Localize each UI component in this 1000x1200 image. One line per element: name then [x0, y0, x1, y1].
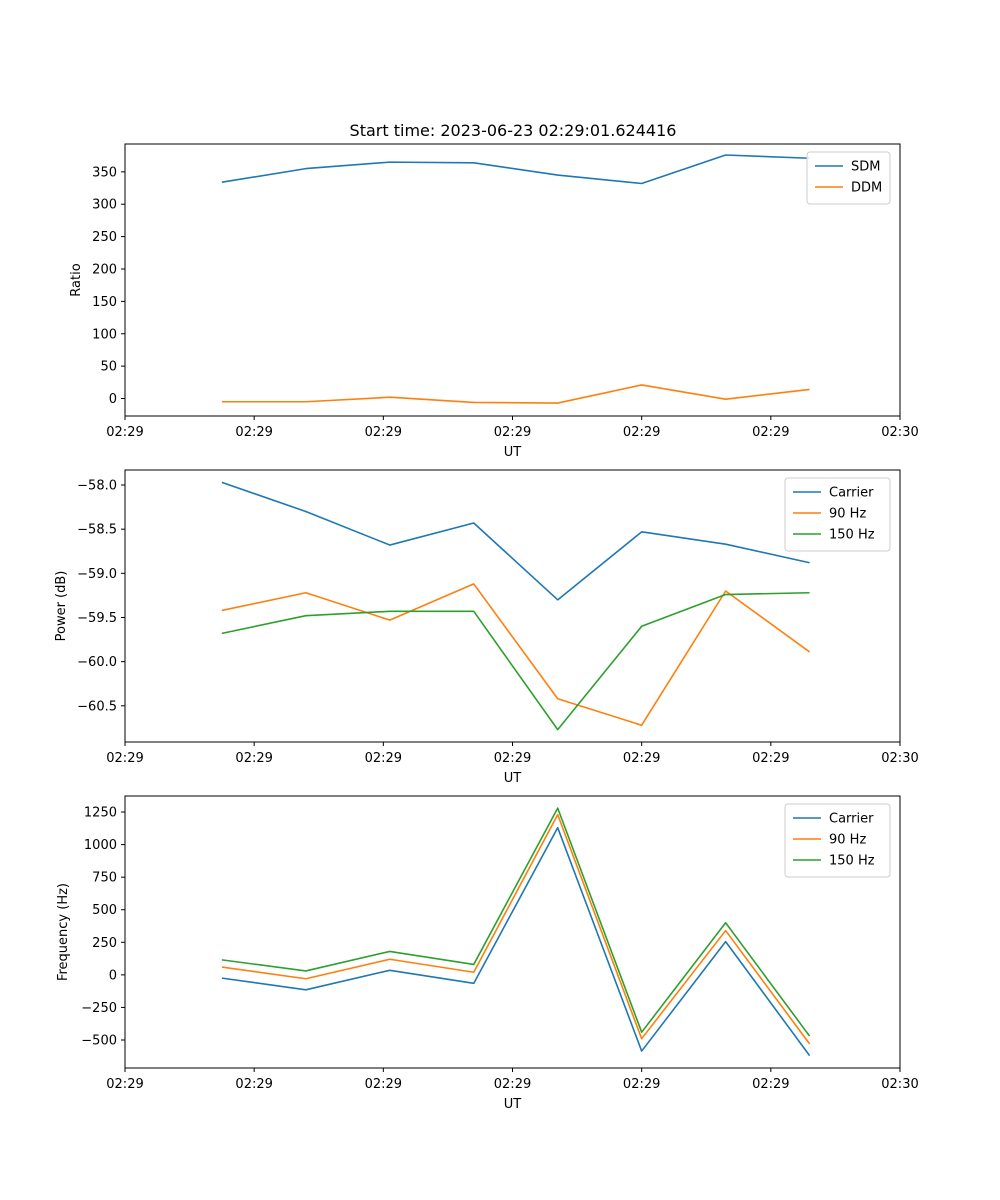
- series-line-sdm: [221, 154, 810, 185]
- x-tick-label: 02:29: [494, 425, 531, 440]
- x-tick-label: 02:29: [365, 425, 402, 440]
- y-tick-label: −250: [81, 1001, 117, 1016]
- legend-entry: 150 Hz: [829, 528, 875, 543]
- x-tick-label: 02:30: [881, 425, 918, 440]
- legend: Carrier 90 Hz 150 Hz: [784, 477, 891, 552]
- x-tick-label: 02:29: [365, 751, 402, 766]
- y-axis-label: Frequency (Hz): [56, 883, 71, 981]
- y-tick-label: 350: [92, 165, 117, 180]
- series-line-carrier: [221, 826, 811, 1057]
- x-axis-label: UT: [504, 771, 522, 786]
- x-tick-label: 02:29: [623, 425, 660, 440]
- y-tick-label: 0: [109, 392, 117, 407]
- x-tick-label: 02:29: [623, 1077, 660, 1092]
- series-line-90-hz: [221, 583, 811, 727]
- y-tick-label: −58.0: [77, 479, 117, 494]
- legend: SDM DDM: [806, 151, 891, 205]
- legend-box: [806, 151, 891, 205]
- legend-entry: 90 Hz: [829, 833, 866, 848]
- series-line-90-hz: [221, 813, 811, 1045]
- y-tick-label: 250: [92, 230, 117, 245]
- legend-entry: DDM: [851, 181, 882, 196]
- x-tick-label: 02:29: [752, 751, 789, 766]
- x-tick-label: 02:29: [752, 425, 789, 440]
- legend-entry: 90 Hz: [829, 507, 866, 522]
- series-line-ddm: [221, 384, 810, 404]
- x-tick-label: 02:30: [881, 751, 918, 766]
- legend-entry: Carrier: [829, 486, 874, 501]
- y-tick-label: 750: [92, 871, 117, 886]
- y-tick-label: 50: [100, 360, 117, 375]
- y-tick-label: 500: [92, 903, 117, 918]
- axes-frame: [124, 795, 901, 1069]
- subplots: 02:29 02:29 02:29 02:29 02:29 02:29 02:30 0 50 10…: [54, 143, 919, 1112]
- legend: Carrier 90 Hz 150 Hz: [784, 803, 891, 878]
- legend-box: [784, 477, 891, 552]
- x-tick-label: 02:29: [494, 1077, 531, 1092]
- y-tick-label: −59.5: [77, 611, 117, 626]
- legend-entry: SDM: [851, 160, 880, 175]
- x-tick-label: 02:29: [235, 425, 272, 440]
- y-tick-label: −500: [81, 1033, 117, 1048]
- x-tick-label: 02:29: [365, 1077, 402, 1092]
- legend-entry: Carrier: [829, 812, 874, 827]
- y-tick-label: 250: [92, 936, 117, 951]
- series-line-150-hz: [221, 807, 811, 1037]
- series-line-150-hz: [221, 591, 810, 731]
- x-tick-label: 02:29: [106, 751, 143, 766]
- subplot-1: 02:29 02:29 02:29 02:29 02:29 02:29 02:30 0 50 10…: [69, 143, 919, 460]
- y-tick-label: 1000: [84, 838, 117, 853]
- x-axis-label: UT: [504, 445, 522, 460]
- y-tick-label: 100: [92, 327, 117, 342]
- y-tick-label: −59.0: [77, 567, 117, 582]
- axes-frame: [124, 143, 901, 417]
- y-tick-label: 300: [92, 198, 117, 213]
- y-tick-label: 150: [92, 295, 117, 310]
- y-tick-label: −60.5: [77, 699, 117, 714]
- x-tick-label: 02:29: [235, 751, 272, 766]
- x-tick-label: 02:29: [235, 1077, 272, 1092]
- figure-title: Start time: 2023-06-23 02:29:01.624416: [350, 121, 677, 140]
- series-line-carrier: [221, 481, 810, 601]
- legend-box: [784, 803, 891, 878]
- y-tick-label: 0: [109, 968, 117, 983]
- subplot-2: 02:29 02:29 02:29 02:29 02:29 02:29 02:30 −58.0…: [54, 469, 919, 786]
- x-tick-label: 02:29: [752, 1077, 789, 1092]
- subplot-3: 02:29 02:29 02:29 02:29 02:29 02:29 02:30 −500 −…: [56, 795, 919, 1112]
- x-tick-label: 02:29: [106, 1077, 143, 1092]
- y-axis-label: Power (dB): [54, 571, 69, 642]
- y-tick-label: −60.0: [77, 655, 117, 670]
- y-tick-label: −58.5: [77, 523, 117, 538]
- legend-entry: 150 Hz: [829, 854, 875, 869]
- y-axis-label: Ratio: [69, 263, 84, 296]
- x-tick-label: 02:29: [623, 751, 660, 766]
- y-tick-label: 200: [92, 262, 117, 277]
- x-axis-label: UT: [504, 1097, 522, 1112]
- x-tick-label: 02:29: [106, 425, 143, 440]
- y-tick-label: 1250: [84, 806, 117, 821]
- x-tick-label: 02:29: [494, 751, 531, 766]
- x-tick-label: 02:30: [881, 1077, 918, 1092]
